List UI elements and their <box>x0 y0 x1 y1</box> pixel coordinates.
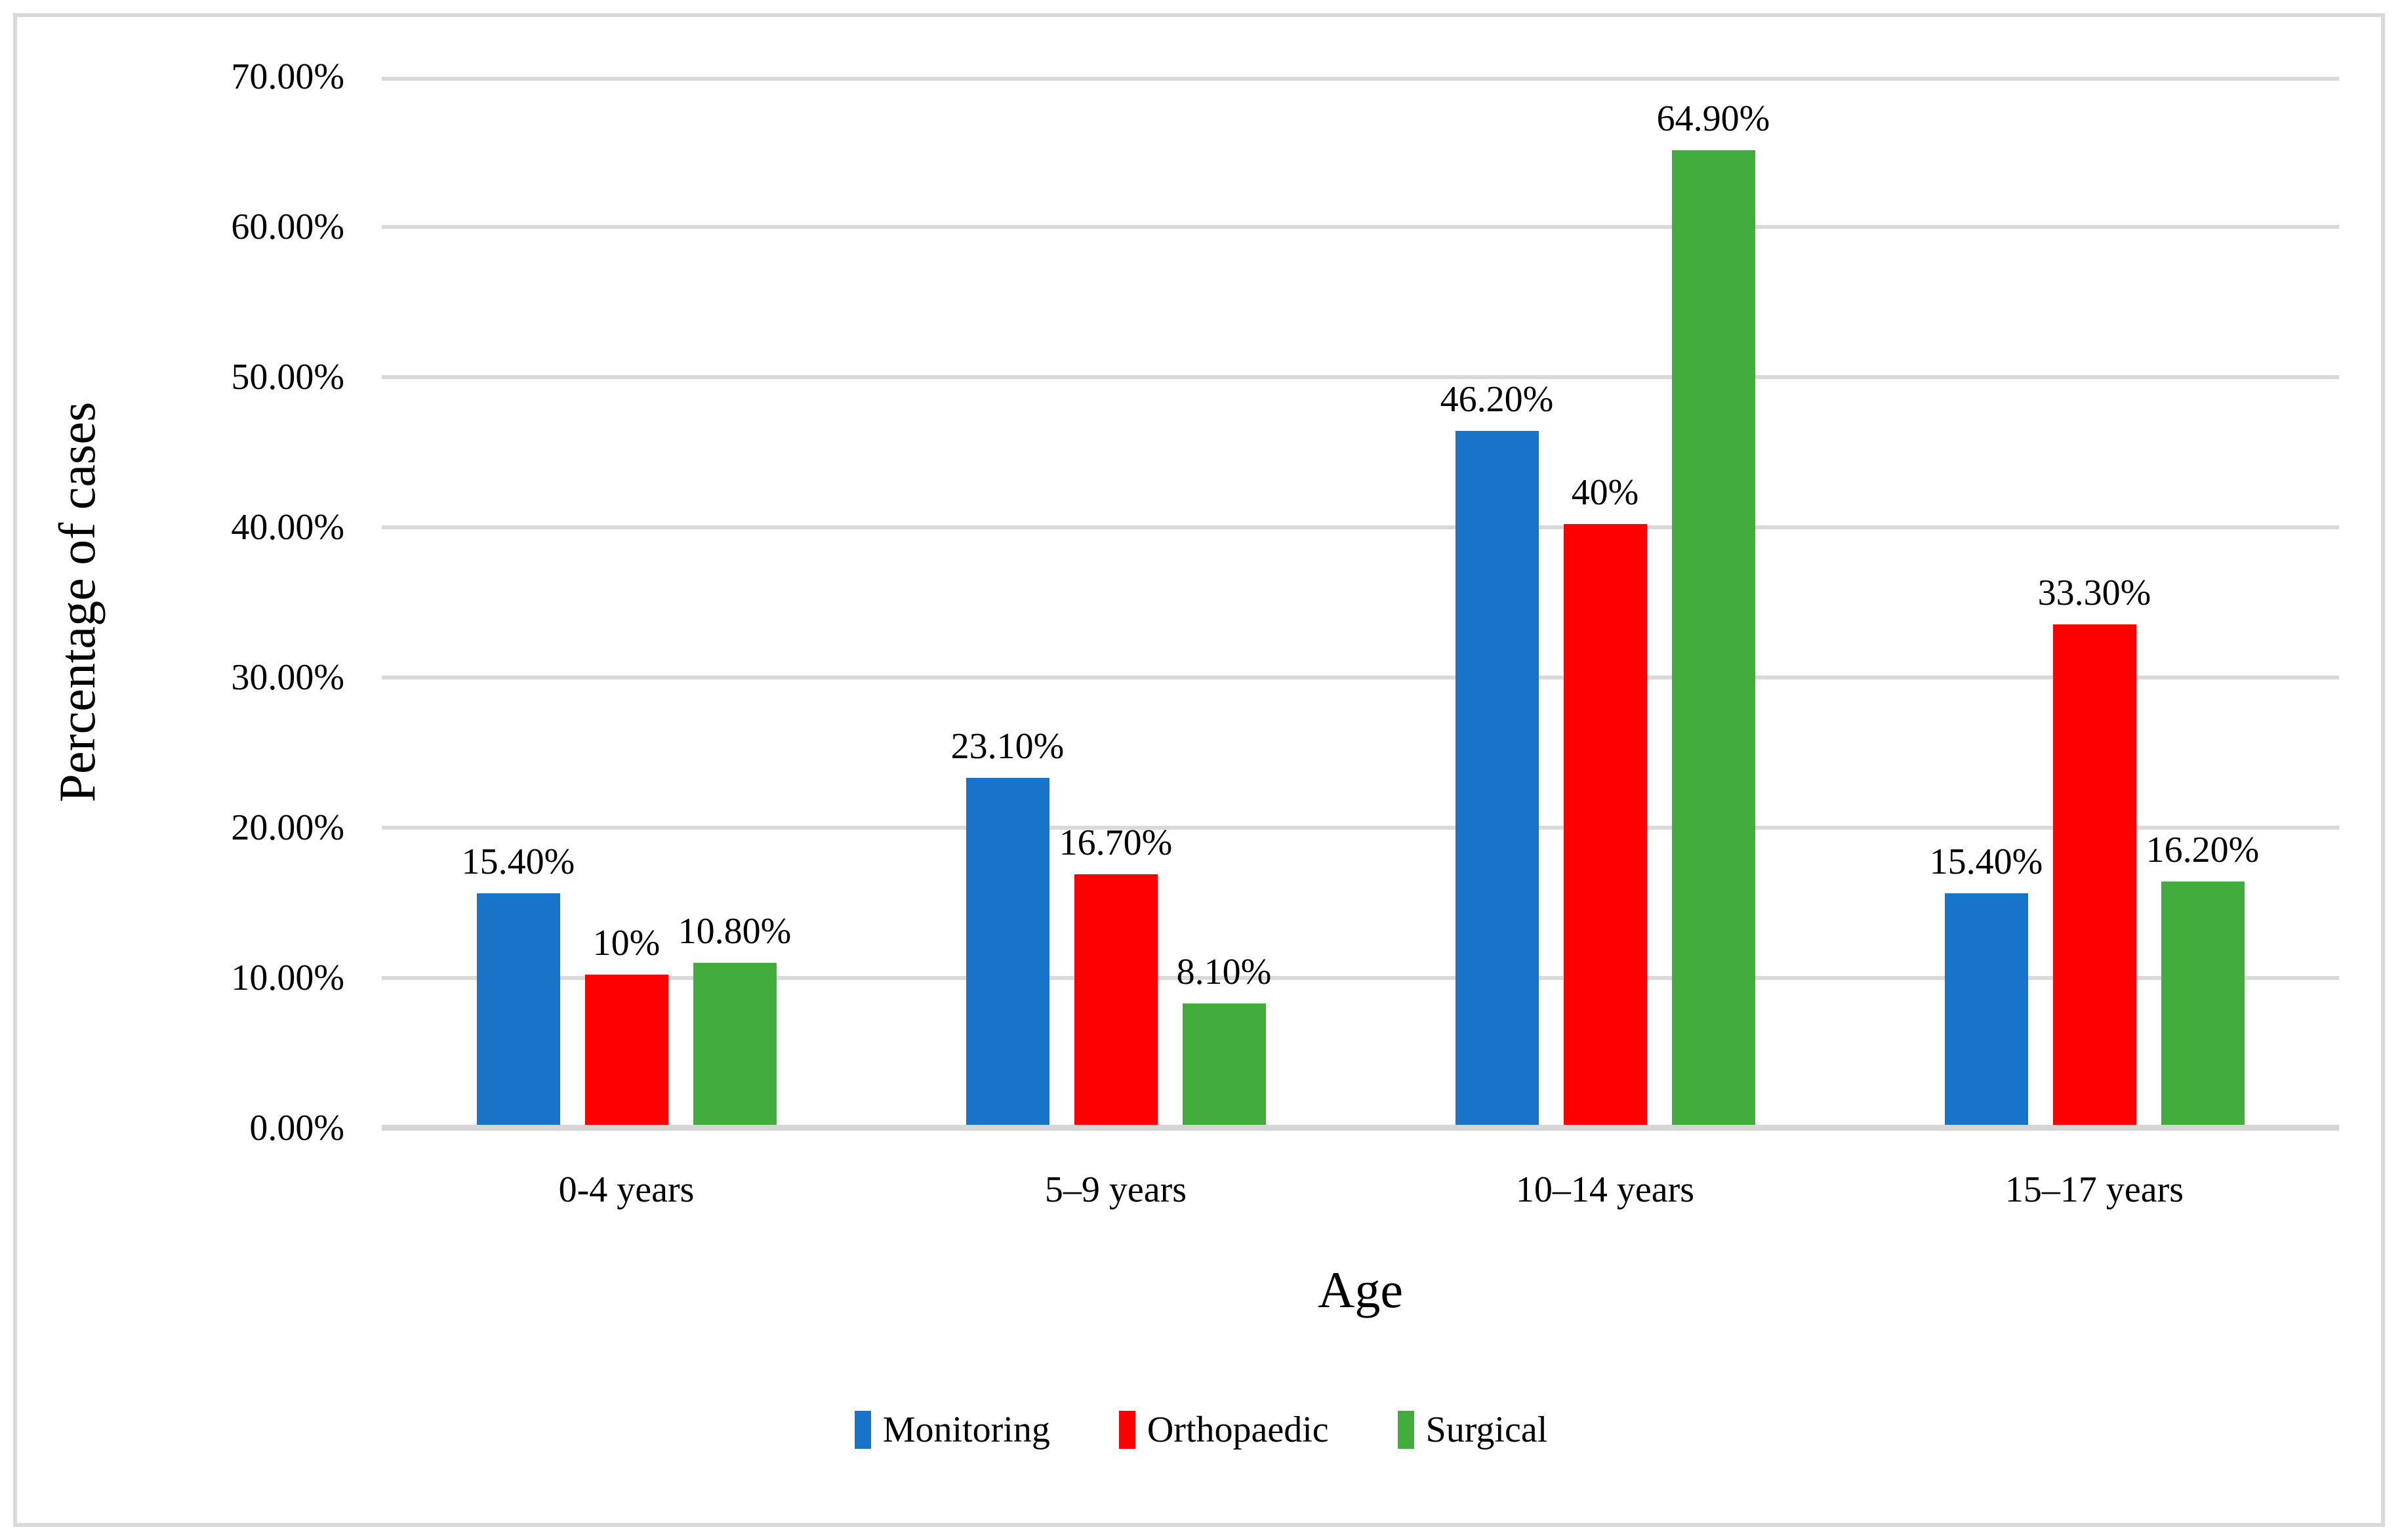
legend-item-orthopaedic: Orthopaedic <box>1118 1409 1329 1451</box>
legend-swatch-orthopaedic <box>1118 1411 1135 1449</box>
bar-label: 33.30% <box>2037 573 2151 613</box>
category-label: 15–17 years <box>2005 1169 2184 1210</box>
legend-swatch-monitoring <box>854 1411 871 1449</box>
gridline <box>382 976 2339 980</box>
bar <box>1074 874 1158 1125</box>
bar-label: 16.70% <box>1059 822 1173 863</box>
gridline <box>382 375 2339 379</box>
bars-layer: 15.40% 10% 10.80% 23.10% <box>382 77 2339 1125</box>
bar-wrap: 33.30% <box>2038 77 2151 1125</box>
y-tick-label: 30.00% <box>231 657 344 698</box>
legend-item-monitoring: Monitoring <box>854 1409 1050 1451</box>
y-tick-label: 20.00% <box>231 807 344 848</box>
gridline <box>382 77 2339 81</box>
bar-label: 10% <box>592 923 661 963</box>
legend-item-surgical: Surgical <box>1397 1409 1548 1451</box>
gridline <box>382 676 2339 679</box>
bar <box>1944 893 2028 1125</box>
y-tick-label: 60.00% <box>231 207 344 247</box>
gridline <box>382 525 2339 529</box>
bar-wrap: 10.80% <box>678 77 791 1125</box>
bar-wrap: 40% <box>1563 77 1647 1125</box>
x-axis-category-labels: 0-4 years 5–9 years 10–14 years 15–17 ye… <box>382 1169 2339 1211</box>
y-tick-label: 10.00% <box>231 958 344 998</box>
bar <box>966 778 1049 1125</box>
bar-group: 15.40% 33.30% 16.20% <box>1850 77 2339 1125</box>
bar <box>693 963 777 1125</box>
bar-wrap: 64.90% <box>1657 77 1770 1125</box>
bar-wrap: 15.40% <box>1930 77 2043 1125</box>
x-axis-line <box>382 1125 2339 1131</box>
bar-label: 64.90% <box>1656 98 1770 139</box>
plot-area: 15.40% 10% 10.80% 23.10% <box>382 77 2339 1131</box>
bar-label: 16.20% <box>2146 830 2260 870</box>
bar <box>1455 431 1539 1125</box>
bar-label: 10.80% <box>678 911 792 952</box>
legend: Monitoring Orthopaedic Surgical <box>0 1409 2402 1451</box>
bar <box>1182 1003 1266 1125</box>
legend-label: Monitoring <box>882 1409 1050 1450</box>
bar-group: 15.40% 10% 10.80% <box>382 77 871 1125</box>
category-label: 5–9 years <box>1044 1169 1187 1210</box>
legend-swatch-surgical <box>1397 1411 1414 1449</box>
bar-label: 40% <box>1571 472 1639 513</box>
y-tick-label: 40.00% <box>231 507 344 548</box>
bar-wrap: 8.10% <box>1177 77 1271 1125</box>
gridline <box>382 225 2339 229</box>
y-tick-label: 70.00% <box>231 56 344 97</box>
legend-label: Surgical <box>1425 1409 1548 1450</box>
bar-label: 23.10% <box>950 726 1065 767</box>
x-axis-title: Age <box>1318 1261 1403 1318</box>
legend-label: Orthopaedic <box>1147 1409 1329 1450</box>
y-tick-label: 50.00% <box>231 357 344 397</box>
bar-wrap: 16.20% <box>2146 77 2259 1125</box>
bar-wrap: 23.10% <box>951 77 1064 1125</box>
gridline <box>382 826 2339 830</box>
bar <box>476 893 560 1125</box>
bar-label: 15.40% <box>461 841 575 882</box>
bar-wrap: 15.40% <box>462 77 575 1125</box>
bar-label: 8.10% <box>1176 952 1272 992</box>
bar <box>584 975 668 1125</box>
bar-group: 46.20% 40% 64.90% <box>1360 77 1850 1125</box>
bar <box>1671 150 1755 1125</box>
bar <box>2161 881 2245 1125</box>
category-label: 0-4 years <box>558 1169 695 1210</box>
bar <box>1563 524 1647 1125</box>
bar <box>2052 624 2136 1125</box>
bar-label: 46.20% <box>1440 379 1554 420</box>
bar-group: 23.10% 16.70% 8.10% <box>871 77 1360 1125</box>
bar-label: 15.40% <box>1929 841 2043 882</box>
bar-wrap: 16.70% <box>1059 77 1172 1125</box>
category-label: 10–14 years <box>1515 1169 1695 1210</box>
y-tick-label: 0.00% <box>249 1108 344 1148</box>
bar-wrap: 46.20% <box>1440 77 1553 1125</box>
y-axis-title: Percentage of cases <box>49 401 106 803</box>
bar-wrap: 10% <box>584 77 668 1125</box>
